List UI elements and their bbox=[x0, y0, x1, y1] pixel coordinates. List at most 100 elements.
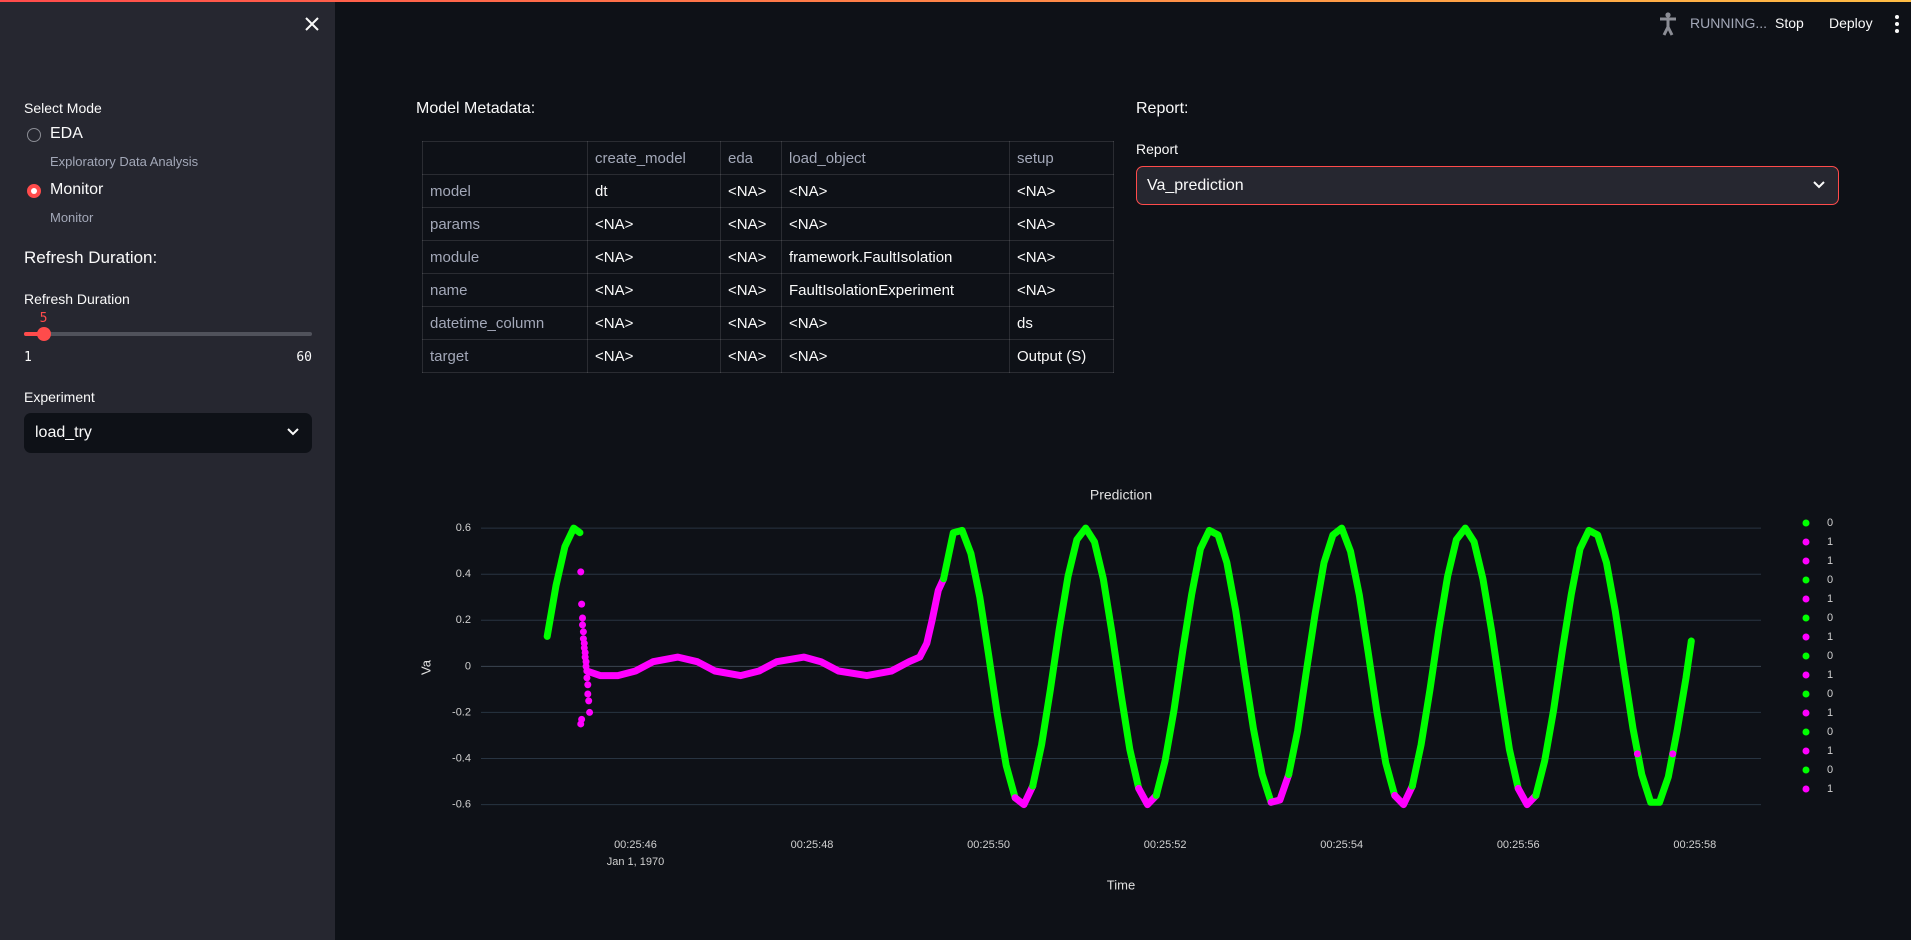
series-line bbox=[1267, 771, 1293, 806]
x-tick-label: 00:25:52 bbox=[1144, 839, 1187, 851]
table-cell: <NA> bbox=[720, 174, 782, 208]
series-line bbox=[1135, 784, 1160, 809]
series-marker bbox=[1633, 750, 1641, 758]
series-line bbox=[1285, 524, 1399, 799]
report-title: Report: bbox=[1136, 100, 1189, 117]
legend-label: 0 bbox=[1827, 517, 1833, 529]
experiment-label: Experiment bbox=[24, 389, 95, 405]
series-marker bbox=[586, 708, 594, 716]
radio[interactable] bbox=[27, 128, 41, 142]
series-line bbox=[1152, 526, 1275, 806]
series-marker bbox=[579, 628, 587, 636]
table-cell: <NA> bbox=[720, 339, 782, 373]
row-header: module bbox=[422, 240, 588, 274]
legend-label: 1 bbox=[1827, 669, 1833, 681]
series-marker bbox=[584, 681, 592, 689]
legend-marker bbox=[1802, 747, 1810, 755]
row-header: params bbox=[422, 207, 588, 241]
series-line bbox=[1011, 782, 1037, 809]
legend-marker bbox=[1802, 652, 1810, 660]
legend-marker bbox=[1802, 614, 1810, 622]
radio[interactable] bbox=[27, 184, 41, 198]
legend-marker bbox=[1802, 595, 1810, 603]
table-cell: <NA> bbox=[587, 273, 721, 307]
table-cell: <NA> bbox=[781, 306, 1010, 340]
experiment-select[interactable]: load_try bbox=[24, 413, 312, 453]
table-cell: <NA> bbox=[720, 273, 782, 307]
table-cell: <NA> bbox=[587, 339, 721, 373]
legend-label: 1 bbox=[1827, 783, 1833, 795]
table-cell: <NA> bbox=[1009, 207, 1114, 241]
table-cell: <NA> bbox=[720, 240, 782, 274]
status: RUNNING... bbox=[1690, 15, 1767, 31]
legend-label: 1 bbox=[1827, 707, 1833, 719]
column-header: load_object bbox=[781, 141, 1010, 175]
table-cell: <NA> bbox=[781, 174, 1010, 208]
series-line bbox=[1029, 524, 1143, 792]
slider-thumb[interactable] bbox=[36, 327, 51, 341]
close-sidebar[interactable] bbox=[304, 16, 320, 37]
stop-button[interactable]: Stop bbox=[1775, 15, 1804, 31]
series-marker bbox=[583, 674, 591, 682]
table-row: target <NA> <NA> <NA> Output (S) bbox=[422, 339, 1114, 373]
top-bar bbox=[0, 0, 1911, 2]
table-cell: <NA> bbox=[1009, 273, 1114, 307]
table-cell: ds bbox=[1009, 306, 1114, 340]
table-cell: <NA> bbox=[587, 240, 721, 274]
report-select[interactable]: Va_prediction bbox=[1136, 166, 1839, 205]
slider-track[interactable] bbox=[24, 332, 312, 336]
y-tick-label: 0 bbox=[465, 660, 471, 672]
table-cell: <NA> bbox=[1009, 174, 1114, 208]
slider-value: 5 bbox=[39, 311, 48, 326]
table-cell: Output (S) bbox=[1009, 339, 1114, 373]
y-tick-label: -0.2 bbox=[452, 706, 471, 718]
table-row: name <NA> <NA> FaultIsolationExperiment <NA> bbox=[422, 273, 1114, 307]
radio-caption: Monitor bbox=[50, 210, 94, 225]
y-tick-label: 0.2 bbox=[456, 614, 471, 626]
legend-label: 1 bbox=[1827, 536, 1833, 548]
series-marker bbox=[577, 720, 585, 728]
legend-marker bbox=[1802, 576, 1810, 584]
legend-label: 0 bbox=[1827, 650, 1833, 662]
corner-cell bbox=[422, 141, 588, 175]
y-tick-label: 0.6 bbox=[456, 522, 471, 534]
deploy-button[interactable]: Deploy bbox=[1829, 15, 1873, 31]
legend-label: 0 bbox=[1827, 612, 1833, 624]
legend-marker bbox=[1802, 633, 1810, 641]
x-tick-label: 00:25:58 bbox=[1673, 839, 1716, 851]
legend-marker bbox=[1802, 671, 1810, 679]
table-cell: FaultIsolationExperiment bbox=[781, 273, 1010, 307]
column-header: create_model bbox=[587, 141, 721, 175]
table-cell: <NA> bbox=[587, 207, 721, 241]
table-header: create_model eda load_object setup bbox=[422, 141, 1114, 175]
sidebar: Select Mode EDA Exploratory Data Analysis… bbox=[0, 0, 335, 940]
slider-max: 60 bbox=[296, 350, 312, 365]
table-row: datetime_column <NA> <NA> <NA> ds bbox=[422, 306, 1114, 340]
mode-label: Select Mode bbox=[24, 100, 102, 116]
row-header: model bbox=[422, 174, 588, 208]
table-cell: <NA> bbox=[587, 306, 721, 340]
x-axis-title: Time bbox=[1107, 877, 1135, 892]
row-header: target bbox=[422, 339, 588, 373]
report-value: Va_prediction bbox=[1147, 177, 1244, 194]
table-cell: <NA> bbox=[1009, 240, 1114, 274]
menu-button[interactable] bbox=[1893, 14, 1901, 39]
legend-label: 1 bbox=[1827, 745, 1833, 757]
slider-min: 1 bbox=[24, 350, 32, 365]
legend-marker bbox=[1802, 785, 1810, 793]
legend-label: 0 bbox=[1827, 764, 1833, 776]
radio-label: EDA bbox=[50, 125, 83, 142]
series-line bbox=[1391, 782, 1416, 809]
column-header: setup bbox=[1009, 141, 1114, 175]
y-tick-label: 0.4 bbox=[456, 568, 471, 580]
experiment-value: load_try bbox=[35, 424, 92, 441]
y-axis-title: Va bbox=[418, 659, 433, 675]
legend-label: 1 bbox=[1827, 555, 1833, 567]
slider-label: Refresh Duration bbox=[24, 291, 130, 307]
series-line bbox=[1408, 524, 1522, 792]
legend-marker bbox=[1802, 557, 1810, 565]
x-tick-label: 00:25:48 bbox=[791, 839, 834, 851]
row-header: datetime_column bbox=[422, 306, 588, 340]
